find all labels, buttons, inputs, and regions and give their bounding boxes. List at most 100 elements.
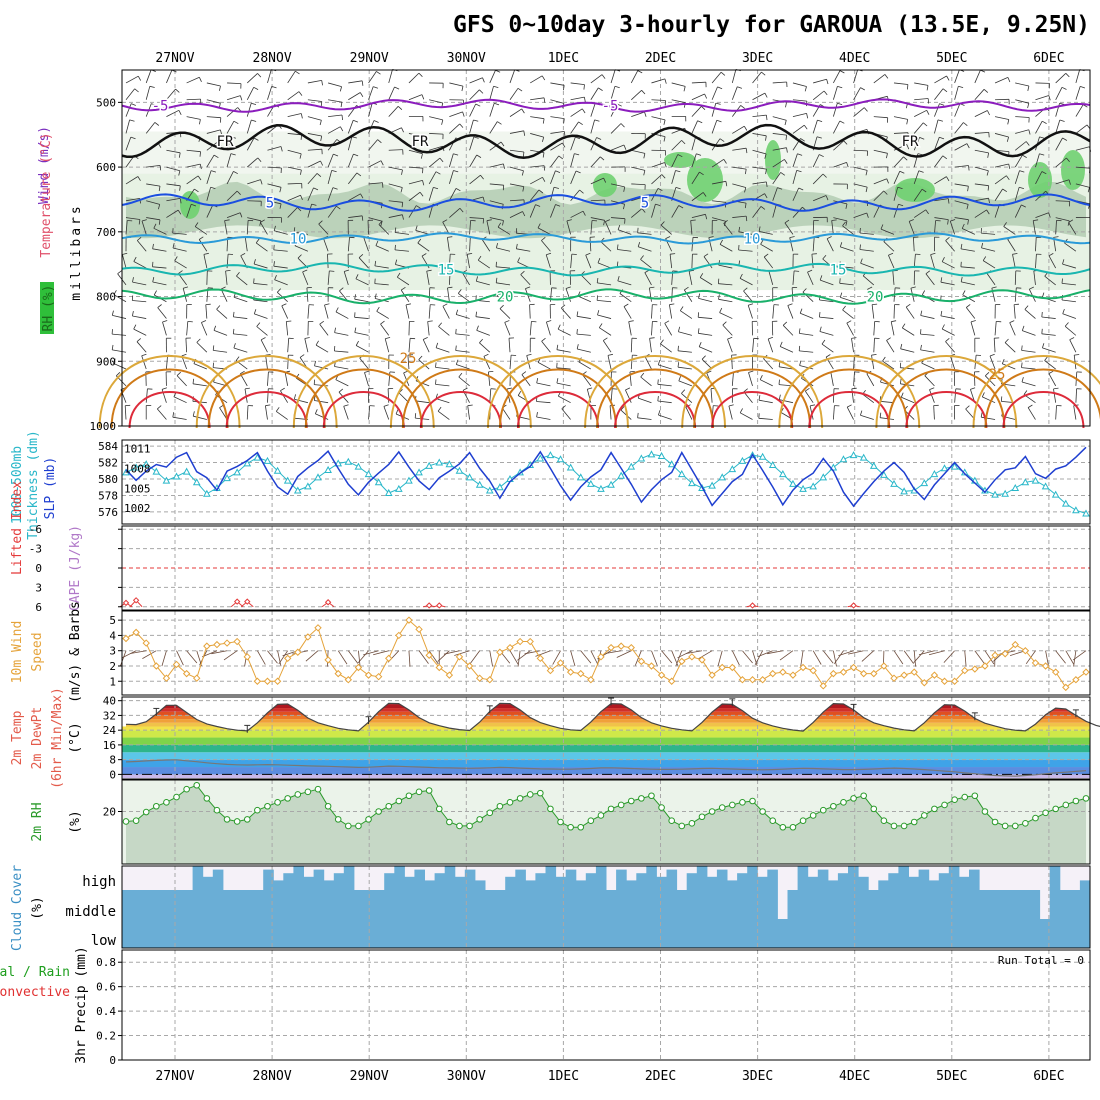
wind-barb-flag bbox=[415, 225, 418, 231]
wind-barb bbox=[192, 383, 207, 387]
wind-barb bbox=[469, 220, 471, 235]
wind-barb-flag bbox=[566, 219, 572, 222]
wind-barb-flag bbox=[331, 170, 337, 173]
wind-barb bbox=[186, 321, 189, 336]
cloud-cell bbox=[333, 873, 345, 890]
thickness-marker bbox=[455, 466, 464, 474]
wind-barb bbox=[550, 82, 565, 86]
rh-2m-marker bbox=[910, 818, 918, 826]
wind-barb-flag bbox=[1064, 322, 1069, 327]
wind-barb-flag bbox=[689, 269, 695, 272]
wind-barb bbox=[256, 326, 268, 336]
wind-barb-flag bbox=[784, 159, 788, 164]
wind-barb bbox=[1055, 405, 1057, 420]
wind-barb bbox=[960, 248, 975, 252]
wind-barb bbox=[233, 316, 248, 319]
rh-2m-marker bbox=[991, 818, 999, 826]
rh-2m-marker bbox=[1001, 822, 1009, 830]
wind-barb-10m bbox=[605, 650, 622, 654]
wind-barb-flag bbox=[191, 203, 197, 207]
wind-barb-flag bbox=[311, 203, 317, 206]
warm-isotherm-arch bbox=[225, 391, 308, 429]
rh-2m-marker bbox=[486, 809, 494, 817]
wind-barb bbox=[994, 77, 1009, 84]
cloud-cell bbox=[555, 876, 567, 890]
isotherm-label: FR bbox=[902, 134, 919, 150]
wind-speed-marker bbox=[395, 631, 403, 640]
wind-speed-marker bbox=[344, 676, 353, 684]
wind-barb-flag bbox=[255, 238, 260, 244]
wind-barb bbox=[314, 365, 329, 370]
wind-barb bbox=[469, 89, 480, 101]
wind-barb bbox=[327, 270, 330, 285]
wind-barb bbox=[740, 412, 753, 420]
wind-barb bbox=[1069, 339, 1077, 353]
wind-barb-flag bbox=[584, 97, 586, 103]
wind-barb-flag bbox=[596, 137, 602, 140]
thickness-marker bbox=[859, 453, 868, 461]
wind-barb bbox=[166, 355, 168, 370]
cloud-cell bbox=[333, 919, 345, 948]
warm-isotherm-arch bbox=[292, 355, 435, 429]
wind-barb bbox=[711, 86, 718, 100]
wind-barb-10m bbox=[305, 650, 319, 662]
wind-speed-marker bbox=[556, 659, 565, 667]
wind-barb bbox=[970, 321, 976, 336]
wind-barb bbox=[541, 240, 551, 252]
wind-barb-flag bbox=[355, 340, 359, 346]
wind-barb-10m bbox=[570, 650, 576, 667]
wind-barb bbox=[497, 226, 511, 235]
wind-barb-flag bbox=[617, 103, 622, 107]
cloud-cell bbox=[888, 919, 899, 948]
wind-speed-marker bbox=[859, 669, 868, 678]
rh-2m-marker bbox=[1072, 797, 1080, 805]
wind-barb-flag bbox=[719, 138, 725, 142]
wind-barb-flag bbox=[340, 102, 343, 108]
wind-barb bbox=[1055, 179, 1070, 185]
wind-barb bbox=[913, 137, 920, 151]
wind-barb-10m bbox=[698, 650, 713, 660]
cloud-cell bbox=[374, 890, 385, 919]
cloud-cell bbox=[918, 890, 930, 919]
wind-speed-marker bbox=[738, 676, 747, 684]
wind-barb bbox=[287, 183, 302, 185]
wind-barb bbox=[570, 153, 575, 168]
wind-barb-flag bbox=[866, 212, 869, 218]
wind-speed-marker bbox=[728, 663, 737, 672]
wind-barb-flag bbox=[1041, 311, 1043, 318]
wind-barb-flag bbox=[607, 353, 613, 356]
wind-speed-marker bbox=[435, 663, 443, 672]
cloud-cell bbox=[606, 890, 617, 919]
wind-barb bbox=[669, 254, 673, 269]
thickness-marker bbox=[819, 473, 828, 481]
wind-barb bbox=[428, 304, 431, 319]
wind-barb-flag bbox=[535, 204, 541, 207]
wind-barb-flag bbox=[555, 170, 561, 173]
cloud-cell bbox=[666, 869, 678, 890]
wind-barb bbox=[496, 266, 511, 269]
wind-barb-flag bbox=[614, 85, 620, 89]
rh-2m-marker bbox=[365, 816, 372, 823]
wind-barb bbox=[1027, 407, 1036, 420]
wind-barb bbox=[133, 261, 147, 269]
wind-barb-flag bbox=[617, 224, 621, 230]
wind-speed-marker bbox=[647, 662, 656, 670]
cloud-cell bbox=[757, 890, 768, 919]
wind-barb-flag bbox=[740, 105, 745, 109]
rh-2m-marker bbox=[314, 785, 322, 793]
cloud-cell bbox=[1039, 919, 1051, 948]
wind-speed-marker bbox=[304, 633, 312, 641]
wind-barb bbox=[772, 81, 787, 84]
wind-barb bbox=[821, 343, 834, 353]
warm-isotherm-arch bbox=[322, 391, 405, 429]
wind-barb bbox=[1075, 69, 1081, 84]
wind-barb bbox=[731, 86, 738, 100]
wind-barb bbox=[779, 399, 794, 404]
rh-high-patch bbox=[895, 178, 935, 202]
wind-barb bbox=[469, 136, 475, 151]
cloud-cell bbox=[273, 919, 284, 948]
wind-barb bbox=[233, 333, 248, 336]
wind-barb-flag bbox=[1021, 204, 1026, 208]
cloud-cell bbox=[212, 869, 224, 890]
